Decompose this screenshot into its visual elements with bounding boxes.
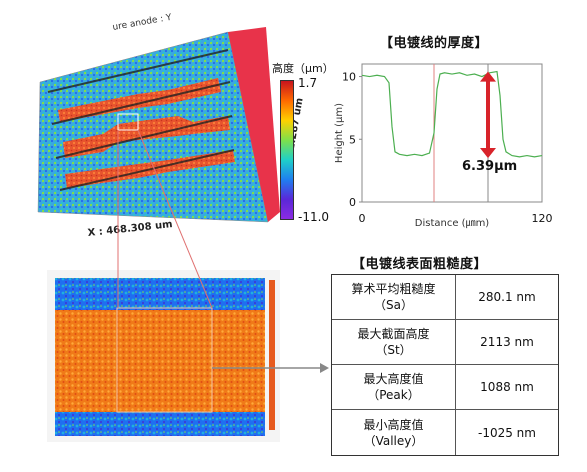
metric-name: 算术平均粗糙度: [351, 282, 436, 296]
table-label-cell: 最小高度值 （Valley）: [332, 410, 456, 455]
colorbar-gradient: [280, 80, 294, 220]
metric-value: 280.1 nm: [456, 275, 558, 320]
arrow-head-top: [480, 71, 496, 82]
table-label-cell: 最大截面高度 （St）: [332, 320, 456, 365]
metric-symbol: （Peak）: [367, 388, 420, 402]
roughness-title: 【电镀线表面粗糙度】: [352, 257, 488, 272]
thickness-chart: 10 5 00 120 Distance (㎛m) Height (μm) 6.39μm: [334, 63, 553, 229]
metric-value: 1088 nm: [456, 365, 558, 410]
x-axis-label: X : 468.308 um: [87, 219, 173, 239]
roughness-table: 算术平均粗糙度 （Sa） 280.1 nm 最大截面高度 （St） 2113 nm 最大高度…: [331, 274, 559, 456]
plated-line: [58, 78, 221, 122]
table-label-cell: 最大高度值 （Peak）: [332, 365, 456, 410]
metric-name: 最大截面高度: [357, 327, 430, 341]
y-tick-label: 10: [342, 71, 356, 84]
back-axis-label: ure anode : Y: [112, 13, 173, 33]
selection-box: [117, 113, 139, 131]
map-plated-region: [55, 310, 265, 412]
metric-symbol: （Valley）: [363, 433, 424, 448]
metric-name: 最大高度值: [363, 372, 424, 386]
metric-name: 最小高度值: [363, 417, 424, 432]
thickness-title: 【电镀线的厚度】: [380, 36, 489, 51]
y-tick-label: 5: [349, 133, 356, 146]
x-axis-label: Distance (㎛m): [415, 218, 490, 229]
y-tick-label: 0: [349, 196, 356, 209]
colorbar-min: -11.0: [298, 210, 330, 224]
metric-symbol: （St）: [375, 343, 412, 357]
metric-symbol: （Sa）: [374, 298, 413, 312]
thickness-annotation: 6.39μm: [462, 159, 517, 174]
metric-value: -1025 nm: [478, 425, 536, 440]
height-profile-line: [361, 70, 543, 158]
x-tick-label: 120: [532, 212, 553, 225]
y-axis-label: Height (μm): [334, 103, 345, 163]
table-label-cell: 算术平均粗糙度 （Sa）: [332, 275, 456, 320]
x-tick-label: 0: [359, 212, 366, 225]
plot-frame: [361, 63, 543, 203]
colorbar: 高度（μm） 1.7 -11.0: [272, 60, 342, 230]
map-bottom-band: [55, 412, 265, 436]
roughness-map: [47, 270, 280, 442]
colorbar-max: 1.7: [298, 76, 318, 90]
map-top-band: [55, 278, 265, 310]
arrow-head-bottom: [480, 148, 496, 159]
sidewall: [228, 27, 280, 222]
colorbar-title: 高度（μm）: [272, 62, 334, 75]
map-colorbar: [269, 280, 275, 430]
metric-value: 2113 nm: [456, 320, 558, 365]
